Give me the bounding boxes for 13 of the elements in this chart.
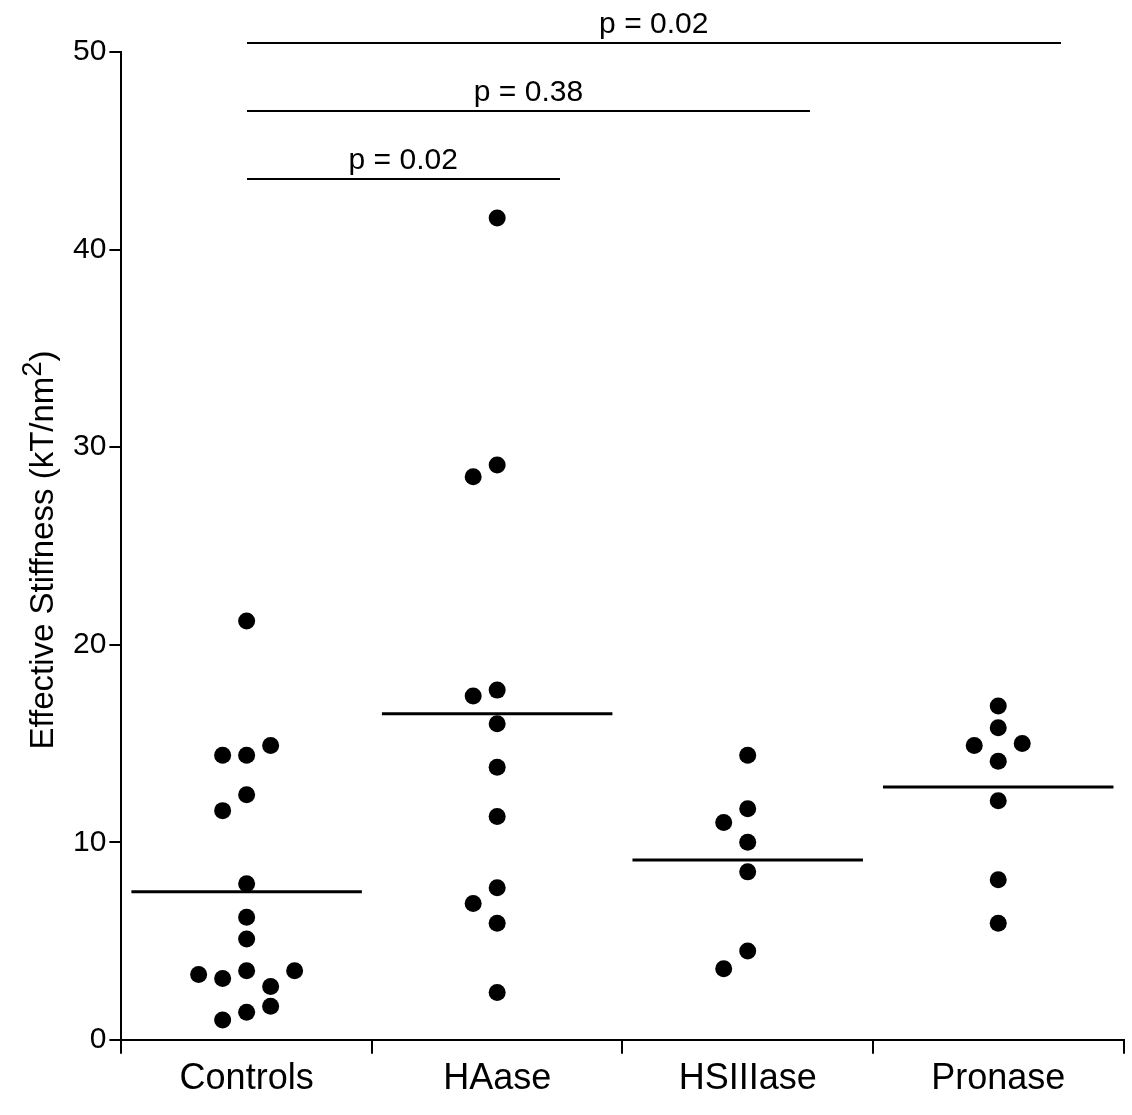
y-tick-label: 30: [72, 428, 107, 462]
x-tick-label: Controls: [179, 1056, 314, 1098]
annotation: p = 0.02: [348, 142, 458, 176]
y-tick-label: 0: [89, 1021, 107, 1055]
x-tick-label: HAase: [443, 1056, 552, 1098]
y-tick-label: 50: [72, 33, 107, 67]
y-tick-label: 20: [72, 625, 107, 659]
x-tick-label: HSIIIase: [678, 1056, 817, 1098]
annotation: p = 0.38: [473, 74, 584, 108]
x-tick-label: Pronase: [931, 1056, 1066, 1098]
text: p = 0.02: [599, 6, 709, 40]
y-tick-label: 10: [72, 823, 107, 857]
y-tick-label: 40: [72, 230, 107, 264]
